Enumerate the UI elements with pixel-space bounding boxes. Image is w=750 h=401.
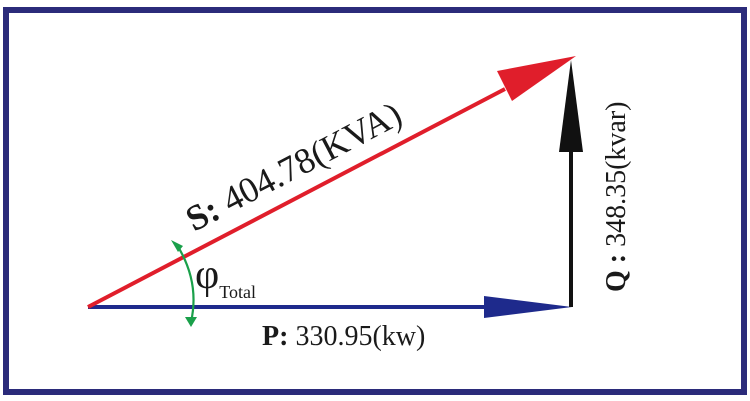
p-vector-label: P: 330.95(kw) (262, 321, 425, 352)
p-vector-arrowhead (484, 296, 572, 318)
phi-subscript: Total (219, 282, 256, 302)
angle-label: φTotal (195, 252, 256, 302)
angle-arc-top-arrowhead (171, 240, 183, 252)
q-value: 348.35(kvar) (601, 101, 632, 253)
s-vector-line (87, 87, 506, 309)
outer-frame (3, 7, 747, 395)
q-symbol: Q : (601, 254, 632, 292)
q-vector-arrowhead (559, 60, 583, 152)
phi-symbol: φ (195, 252, 219, 298)
p-symbol: P: (262, 321, 288, 352)
s-vector-arrowhead (497, 56, 576, 101)
angle-arc (176, 244, 195, 323)
angle-arc-bottom-arrowhead (185, 317, 197, 327)
q-vector-label: Q : 348.35(kvar) (601, 101, 632, 292)
p-value: 330.95(kw) (288, 321, 425, 352)
